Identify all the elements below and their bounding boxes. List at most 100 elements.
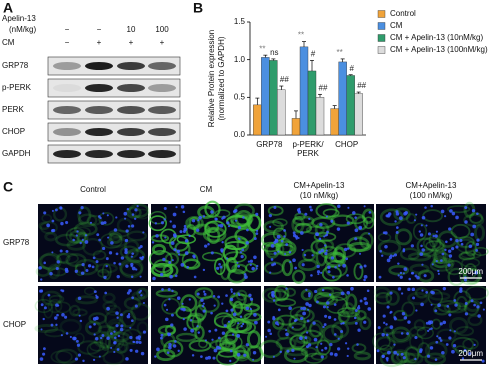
nucleus xyxy=(75,339,79,343)
blot-row-label: p-PERK xyxy=(2,83,32,92)
nucleus xyxy=(51,219,55,223)
nucleus xyxy=(255,212,259,216)
nucleus xyxy=(40,328,43,331)
cell-stain xyxy=(34,323,59,334)
nucleus xyxy=(219,265,223,269)
blot-band xyxy=(148,106,176,114)
nucleus xyxy=(110,241,114,245)
cm-sign: + xyxy=(97,38,102,47)
nucleus xyxy=(477,314,481,318)
nucleus xyxy=(322,305,326,309)
nucleus xyxy=(93,333,96,336)
nucleus xyxy=(213,304,216,307)
nucleus xyxy=(359,299,363,303)
y-tick-label: 1.0 xyxy=(234,55,246,64)
scale-bar-label: 200μm xyxy=(458,267,483,276)
blot-band xyxy=(85,106,113,114)
nucleus xyxy=(240,325,243,328)
nucleus xyxy=(425,224,428,227)
nucleus xyxy=(213,348,218,353)
nucleus xyxy=(459,289,463,293)
cell-stain xyxy=(35,266,51,277)
nucleus xyxy=(453,330,456,333)
cell-stain xyxy=(316,286,335,297)
nucleus xyxy=(161,288,164,291)
nucleus xyxy=(202,215,206,218)
nucleus xyxy=(423,274,427,278)
nucleus xyxy=(312,321,316,325)
nucleus xyxy=(131,252,135,256)
nucleus xyxy=(325,215,328,218)
nucleus xyxy=(186,265,190,269)
nucleus xyxy=(336,227,341,231)
cell-stain xyxy=(332,246,346,264)
nucleus xyxy=(357,328,361,332)
nucleus xyxy=(441,252,445,256)
nucleus xyxy=(269,271,272,274)
nucleus xyxy=(216,266,220,270)
nucleus xyxy=(87,264,92,268)
cell-stain xyxy=(93,333,118,349)
nucleus xyxy=(363,205,366,208)
nucleus xyxy=(134,208,138,212)
nucleus xyxy=(43,347,46,351)
nucleus xyxy=(389,291,393,295)
nucleus xyxy=(200,298,204,302)
nucleus xyxy=(249,308,252,311)
nucleus xyxy=(337,337,340,340)
nucleus xyxy=(251,266,255,271)
nucleus xyxy=(243,273,247,276)
y-tick-label: 0.5 xyxy=(234,92,246,101)
cell-stain xyxy=(465,285,489,301)
nucleus xyxy=(208,329,212,333)
nucleus xyxy=(359,265,363,269)
nucleus xyxy=(46,223,51,228)
nucleus xyxy=(358,225,363,230)
nucleus xyxy=(237,237,240,240)
nucleus xyxy=(389,310,393,314)
nucleus xyxy=(247,260,251,263)
legend-swatch xyxy=(377,46,386,54)
cell-stain xyxy=(331,321,350,339)
nucleus xyxy=(334,265,337,269)
cell-stain xyxy=(463,267,481,285)
nucleus xyxy=(92,256,96,260)
nucleus xyxy=(167,332,172,337)
nucleus xyxy=(174,340,177,343)
nucleus xyxy=(455,238,459,243)
nucleus xyxy=(393,343,396,346)
nucleus xyxy=(169,274,173,279)
nucleus xyxy=(329,342,333,347)
dose-label: − xyxy=(65,25,70,34)
nucleus xyxy=(330,256,335,260)
nucleus xyxy=(168,345,172,350)
y-axis-label: (normalized to GAPDH) xyxy=(217,36,226,120)
nucleus xyxy=(320,355,324,359)
blot-band xyxy=(53,128,81,136)
nucleus xyxy=(115,252,119,256)
nucleus xyxy=(464,302,468,305)
nucleus xyxy=(268,213,272,218)
cell-stain xyxy=(394,228,413,246)
nucleus xyxy=(115,311,119,315)
nucleus xyxy=(242,216,245,219)
dose-label: − xyxy=(97,25,102,34)
nucleus xyxy=(385,323,388,326)
cell-stain xyxy=(176,234,197,245)
nucleus xyxy=(196,292,200,296)
nucleus xyxy=(163,218,166,221)
cell-stain xyxy=(427,288,444,306)
nucleus xyxy=(265,335,268,338)
nucleus xyxy=(284,253,287,256)
cell-stain xyxy=(289,306,311,321)
cell-stain xyxy=(267,290,289,301)
cell-stain xyxy=(401,301,416,317)
nucleus xyxy=(394,220,397,223)
nucleus xyxy=(119,313,123,317)
nucleus xyxy=(181,302,184,305)
nucleus xyxy=(274,238,278,242)
nucleus xyxy=(100,221,105,225)
nucleus xyxy=(470,232,475,237)
cell-stain xyxy=(175,332,198,343)
nucleus xyxy=(74,357,79,361)
